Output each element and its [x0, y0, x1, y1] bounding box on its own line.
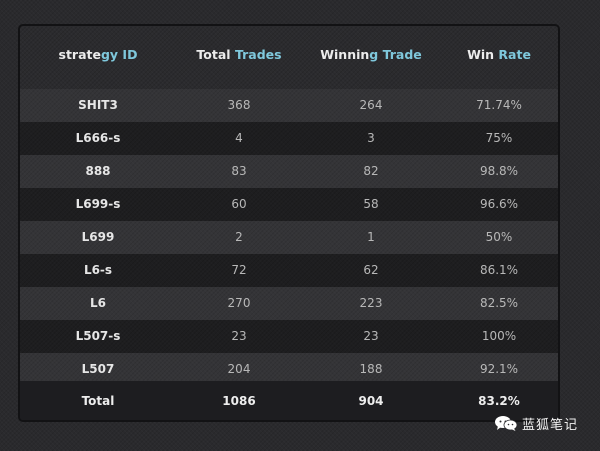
cell-winning-trade: 23 [363, 329, 379, 343]
cell-strategy-id: SHIT3 [78, 98, 118, 112]
total-trades-sum: 1086 [222, 394, 256, 408]
wechat-icon [495, 416, 518, 431]
cell-strategy-id: L6 [90, 296, 106, 310]
header-strategy-id: strategy ID [58, 47, 138, 62]
cell-win-rate: 71.74% [476, 98, 522, 112]
cell-win-rate: 86.1% [479, 263, 519, 277]
cell-strategy-id: L6-s [83, 263, 113, 277]
cell-win-rate: 100% [481, 329, 517, 343]
table-row: 888 83 82 98.8% [20, 155, 558, 188]
cell-total-trades: 2 [235, 230, 243, 244]
cell-strategy-id: L699 [81, 230, 115, 244]
table-body: SHIT3 368 264 71.74% L666-s 4 3 75% 888 … [20, 89, 558, 386]
cell-winning-trade: 62 [363, 263, 379, 277]
cell-win-rate: 96.6% [479, 197, 519, 211]
cell-strategy-id: L507-s [75, 329, 121, 343]
table-row: L699 2 1 50% [20, 221, 558, 254]
table-total-row: Total 1086 904 83.2% [20, 381, 558, 420]
header-total-trades: Total Trades [196, 47, 282, 62]
table-row: L507-s 23 23 100% [20, 320, 558, 353]
cell-total-trades: 60 [231, 197, 247, 211]
cell-winning-trade: 188 [359, 362, 383, 376]
table-header-row: strategy ID Total Trades Winning Trade W… [20, 26, 558, 83]
cell-winning-trade: 1 [367, 230, 375, 244]
cell-total-trades: 83 [231, 164, 247, 178]
cell-winning-trade: 58 [363, 197, 379, 211]
total-winning-sum: 904 [358, 394, 384, 408]
cell-win-rate: 82.5% [479, 296, 519, 310]
total-win-rate: 83.2% [478, 394, 520, 408]
cell-total-trades: 4 [235, 131, 243, 145]
cell-total-trades: 204 [227, 362, 251, 376]
cell-winning-trade: 223 [359, 296, 383, 310]
cell-total-trades: 368 [227, 98, 251, 112]
table-row: L699-s 60 58 96.6% [20, 188, 558, 221]
cell-winning-trade: 264 [359, 98, 383, 112]
wechat-watermark: 蓝狐笔记 [494, 413, 578, 433]
strategy-stats-table: strategy ID Total Trades Winning Trade W… [18, 24, 560, 422]
table-row: L6 270 223 82.5% [20, 287, 558, 320]
total-label: Total [81, 394, 115, 408]
watermark-text: 蓝狐笔记 [522, 417, 579, 433]
cell-win-rate: 50% [485, 230, 513, 244]
cell-winning-trade: 82 [363, 164, 379, 178]
cell-winning-trade: 3 [367, 131, 375, 145]
cell-strategy-id: L666-s [75, 131, 121, 145]
header-winning-trade: Winning Trade [320, 47, 422, 62]
cell-strategy-id: L699-s [75, 197, 121, 211]
table-row: L507 204 188 92.1% [20, 353, 558, 386]
cell-total-trades: 23 [231, 329, 247, 343]
table-row: SHIT3 368 264 71.74% [20, 89, 558, 122]
header-win-rate: Win Rate [467, 47, 531, 62]
cell-total-trades: 270 [227, 296, 251, 310]
cell-strategy-id: L507 [81, 362, 115, 376]
table-row: L6-s 72 62 86.1% [20, 254, 558, 287]
cell-strategy-id: 888 [85, 164, 111, 178]
cell-win-rate: 75% [485, 131, 513, 145]
cell-win-rate: 98.8% [479, 164, 519, 178]
table-row: L666-s 4 3 75% [20, 122, 558, 155]
cell-total-trades: 72 [231, 263, 247, 277]
cell-win-rate: 92.1% [479, 362, 519, 376]
